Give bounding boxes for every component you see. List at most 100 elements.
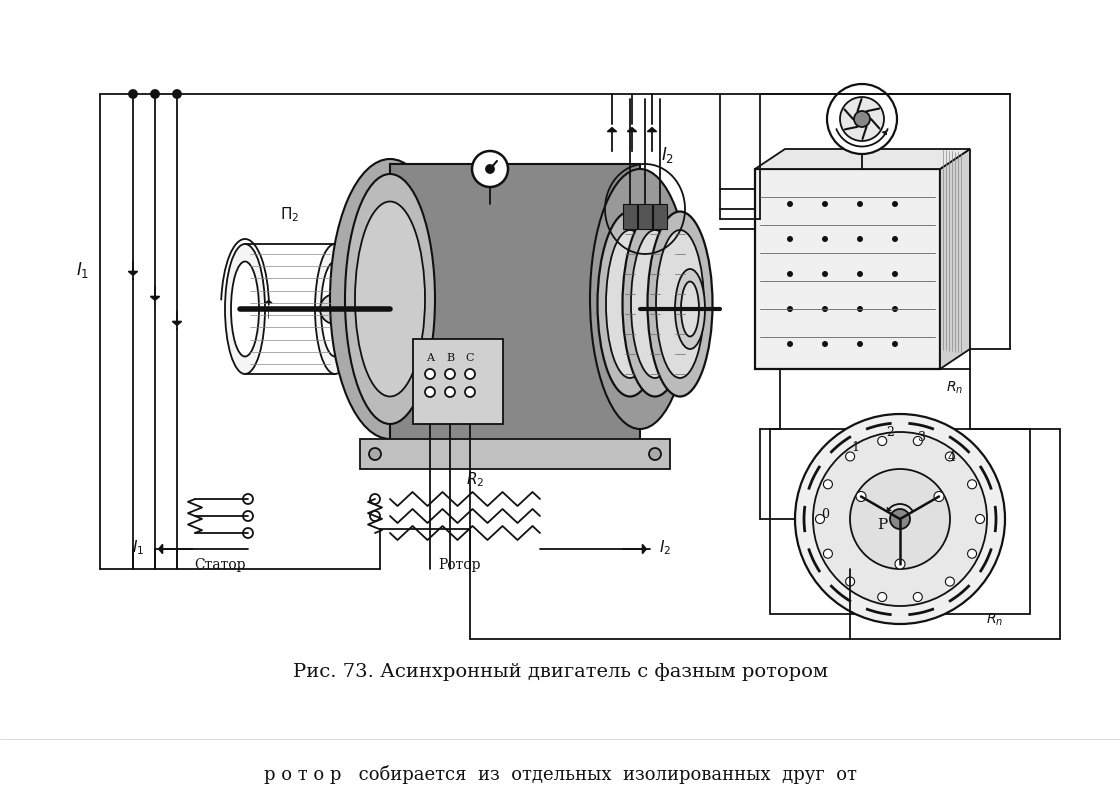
Circle shape <box>857 272 864 277</box>
Circle shape <box>445 370 455 380</box>
Bar <box>360 440 670 470</box>
Ellipse shape <box>590 169 690 430</box>
Circle shape <box>465 370 475 380</box>
Text: 3: 3 <box>918 431 926 444</box>
Ellipse shape <box>606 230 654 379</box>
Circle shape <box>945 453 954 461</box>
Circle shape <box>129 91 137 99</box>
Circle shape <box>787 237 793 242</box>
Circle shape <box>368 448 381 461</box>
Circle shape <box>370 495 380 504</box>
Circle shape <box>445 388 455 397</box>
Circle shape <box>855 112 870 128</box>
Text: $R_n$: $R_n$ <box>987 611 1004 628</box>
Circle shape <box>424 388 435 397</box>
Circle shape <box>486 165 494 174</box>
Circle shape <box>787 272 793 277</box>
Circle shape <box>151 91 159 99</box>
Ellipse shape <box>345 175 435 424</box>
Circle shape <box>424 370 435 380</box>
Text: 1: 1 <box>851 441 859 454</box>
Bar <box>755 169 940 370</box>
Bar <box>413 340 503 424</box>
Circle shape <box>822 307 828 312</box>
Text: $R_2$: $R_2$ <box>466 470 484 489</box>
Text: р о т о р   собирается  из  отдельных  изолированных  друг  от: р о т о р собирается из отдельных изолир… <box>263 765 857 783</box>
Circle shape <box>243 512 253 521</box>
Circle shape <box>856 492 866 502</box>
Circle shape <box>840 98 884 142</box>
Bar <box>638 204 652 230</box>
Text: 0: 0 <box>821 508 829 521</box>
Circle shape <box>787 202 793 208</box>
Text: $\Pi_2$: $\Pi_2$ <box>280 205 300 224</box>
Text: $I_1$: $I_1$ <box>76 260 90 280</box>
Circle shape <box>815 515 824 524</box>
Circle shape <box>813 432 987 607</box>
Text: $R_n$: $R_n$ <box>946 380 963 396</box>
Text: $I_2$: $I_2$ <box>659 538 671 556</box>
Ellipse shape <box>656 230 704 379</box>
Circle shape <box>822 272 828 277</box>
Polygon shape <box>940 150 970 370</box>
Text: A: A <box>426 353 435 363</box>
Circle shape <box>895 560 905 569</box>
Circle shape <box>787 307 793 312</box>
Text: 2: 2 <box>886 426 894 439</box>
Text: P: P <box>877 517 887 531</box>
Circle shape <box>892 307 898 312</box>
Circle shape <box>370 512 380 521</box>
Circle shape <box>913 593 922 602</box>
Text: B: B <box>446 353 454 363</box>
Circle shape <box>330 305 340 315</box>
Circle shape <box>823 550 832 559</box>
Circle shape <box>857 341 864 348</box>
Circle shape <box>465 388 475 397</box>
Circle shape <box>892 341 898 348</box>
Ellipse shape <box>597 212 663 397</box>
Ellipse shape <box>355 202 424 397</box>
Circle shape <box>857 307 864 312</box>
Circle shape <box>945 577 954 586</box>
Text: Статор: Статор <box>194 557 245 571</box>
Ellipse shape <box>330 160 450 440</box>
Circle shape <box>857 202 864 208</box>
Circle shape <box>648 448 661 461</box>
Circle shape <box>172 91 181 99</box>
Circle shape <box>822 237 828 242</box>
Circle shape <box>968 550 977 559</box>
Circle shape <box>320 294 351 324</box>
Circle shape <box>878 437 887 446</box>
Circle shape <box>472 152 508 188</box>
Text: C: C <box>466 353 474 363</box>
Circle shape <box>243 528 253 539</box>
Text: Рис. 73. Асинхронный двигатель с фазным ротором: Рис. 73. Асинхронный двигатель с фазным … <box>292 663 828 680</box>
Circle shape <box>787 341 793 348</box>
Circle shape <box>823 480 832 489</box>
Text: $I_1$: $I_1$ <box>132 538 144 556</box>
Circle shape <box>892 272 898 277</box>
Ellipse shape <box>623 212 688 397</box>
Circle shape <box>850 470 950 569</box>
Text: Ротор: Ротор <box>439 557 482 571</box>
Circle shape <box>934 492 944 502</box>
Circle shape <box>243 495 253 504</box>
Circle shape <box>976 515 984 524</box>
Bar <box>653 204 668 230</box>
Text: $I_2$: $I_2$ <box>662 145 674 165</box>
Circle shape <box>890 509 911 530</box>
Circle shape <box>846 577 855 586</box>
Circle shape <box>795 414 1005 624</box>
Circle shape <box>878 593 887 602</box>
Circle shape <box>913 437 922 446</box>
Ellipse shape <box>631 230 679 379</box>
Circle shape <box>822 202 828 208</box>
Polygon shape <box>755 150 970 169</box>
Ellipse shape <box>321 262 349 357</box>
Circle shape <box>846 453 855 461</box>
Circle shape <box>827 85 897 155</box>
Ellipse shape <box>681 282 699 337</box>
Ellipse shape <box>231 262 259 357</box>
Circle shape <box>968 480 977 489</box>
Circle shape <box>822 341 828 348</box>
